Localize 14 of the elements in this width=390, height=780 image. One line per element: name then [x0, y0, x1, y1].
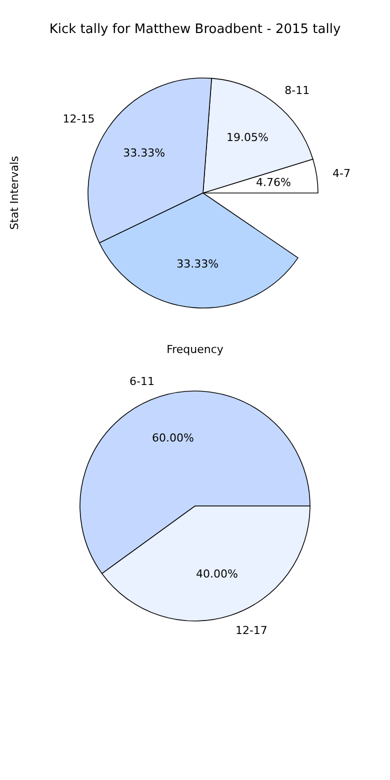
slice-label: 8-11 [284, 84, 310, 98]
slice-label: 4-7 [332, 166, 351, 180]
slice-label: 12-15 [62, 112, 95, 126]
slice-label: 12-17 [235, 624, 268, 638]
data-label: 40.00% [196, 567, 238, 580]
data-label: 19.05% [226, 130, 268, 144]
chart-title: Kick tally for Matthew Broadbent - 2015 tally [48, 21, 342, 39]
text: Frequency [166, 343, 224, 356]
data-label: 33.33% [176, 258, 219, 271]
data-label: 4.76% [256, 176, 291, 189]
data-label: 60.00% [152, 432, 194, 445]
data-label: 33.33% [123, 146, 166, 160]
text: Stat Intervals [8, 156, 22, 230]
slice-label: 6-11 [130, 374, 155, 388]
